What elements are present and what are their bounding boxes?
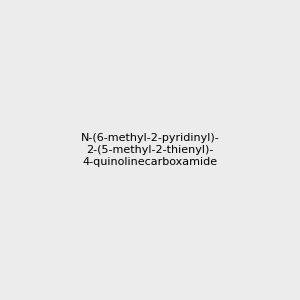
Text: N-(6-methyl-2-pyridinyl)-
2-(5-methyl-2-thienyl)-
4-quinolinecarboxamide: N-(6-methyl-2-pyridinyl)- 2-(5-methyl-2-… [81,134,219,166]
